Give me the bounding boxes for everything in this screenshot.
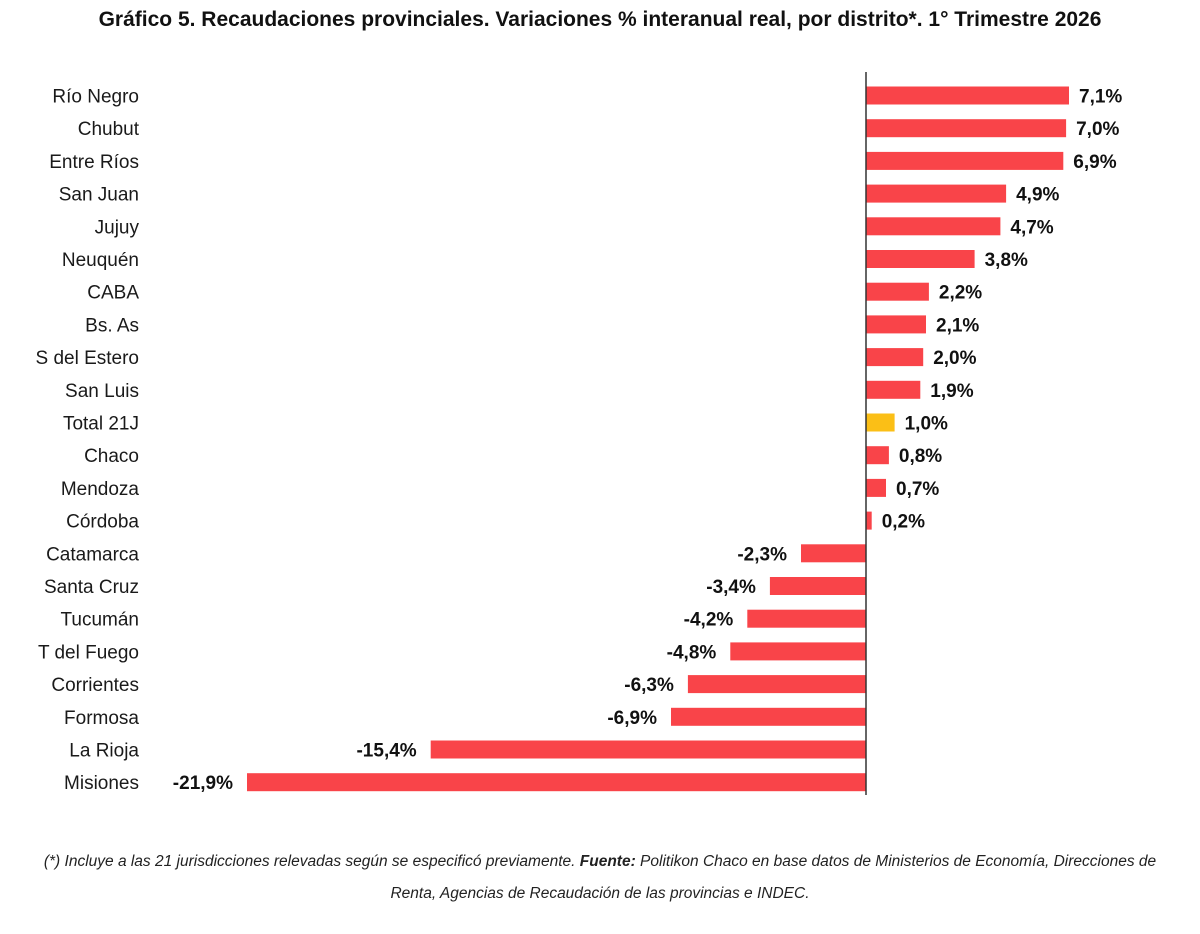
bar-formosa	[671, 707, 866, 726]
bar-catamarca	[801, 544, 866, 563]
value-label-s-del-estero: 2,0%	[933, 348, 976, 369]
category-label-caba: CABA	[87, 283, 139, 304]
chart-title: Gráfico 5. Recaudaciones provinciales. V…	[98, 8, 1102, 31]
bar-san-luis	[866, 380, 921, 399]
category-label-chubut: Chubut	[78, 119, 140, 140]
bar-caba	[866, 282, 929, 301]
category-label-misiones: Misiones	[64, 773, 139, 794]
value-label-mendoza: 0,7%	[896, 479, 939, 500]
footnote-source-text: Politikon Chaco en base datos de Ministe…	[390, 853, 1157, 902]
footnote: (*) Incluye a las 21 jurisdicciones rele…	[20, 846, 1180, 910]
value-label-cordoba: 0,2%	[882, 512, 925, 533]
bar-mendoza	[866, 478, 886, 497]
value-label-caba: 2,2%	[939, 283, 982, 304]
bar-chaco	[866, 446, 889, 465]
value-label-formosa: -6,9%	[607, 708, 657, 729]
bars-layer	[247, 86, 1069, 792]
value-label-chaco: 0,8%	[899, 446, 942, 467]
bar-misiones	[247, 773, 866, 792]
value-label-la-rioja: -15,4%	[356, 741, 416, 762]
bar-t-del-fuego	[730, 642, 866, 661]
value-label-neuquen: 3,8%	[985, 250, 1028, 271]
value-label-bs-as: 2,1%	[936, 315, 979, 336]
bar-rio-negro	[866, 86, 1069, 105]
category-label-catamarca: Catamarca	[46, 544, 139, 565]
category-label-chaco: Chaco	[84, 446, 139, 467]
value-label-chubut: 7,0%	[1076, 119, 1119, 140]
category-label-santa-cruz: Santa Cruz	[44, 577, 139, 598]
value-label-t-del-fuego: -4,8%	[667, 642, 717, 663]
value-label-santa-cruz: -3,4%	[706, 577, 756, 598]
value-label-rio-negro: 7,1%	[1079, 87, 1122, 108]
bar-san-juan	[866, 184, 1007, 203]
value-label-corrientes: -6,3%	[624, 675, 674, 696]
value-label-san-luis: 1,9%	[930, 381, 973, 402]
bar-neuquen	[866, 250, 975, 268]
bar-corrientes	[687, 675, 866, 694]
category-label-rio-negro: Río Negro	[52, 87, 139, 108]
bar-jujuy	[866, 217, 1001, 236]
category-label-mendoza: Mendoza	[61, 479, 140, 500]
footnote-note: (*) Incluye a las 21 jurisdicciones rele…	[43, 853, 576, 870]
bar-s-del-estero	[866, 348, 924, 367]
labels-layer: Río Negro 7,1% Chubut 7,0% Entre Ríos 6,9% San…	[36, 87, 1123, 795]
category-label-total-21j: Total 21J	[63, 414, 139, 435]
category-label-bs-as: Bs. As	[85, 315, 139, 336]
value-label-total-21j: 1,0%	[905, 414, 948, 435]
category-label-neuquen: Neuquén	[62, 250, 139, 271]
category-label-san-juan: San Juan	[59, 185, 139, 206]
bar-chubut	[866, 119, 1067, 138]
bar-tucuman	[747, 609, 866, 628]
category-label-entre-rios: Entre Ríos	[49, 152, 139, 173]
category-label-jujuy: Jujuy	[95, 217, 140, 238]
bar-santa-cruz	[769, 577, 866, 595]
value-label-san-juan: 4,9%	[1016, 185, 1059, 206]
category-label-tucuman: Tucumán	[61, 610, 140, 631]
bar-entre-rios	[866, 151, 1064, 170]
bar-total-21j	[866, 413, 895, 432]
category-label-t-del-fuego: T del Fuego	[38, 642, 139, 663]
bar-chart: Río Negro 7,1% Chubut 7,0% Entre Ríos 6,9% San…	[36, 72, 1123, 795]
category-label-corrientes: Corrientes	[51, 675, 139, 696]
category-label-formosa: Formosa	[64, 708, 139, 729]
value-label-entre-rios: 6,9%	[1073, 152, 1116, 173]
value-label-misiones: -21,9%	[173, 773, 233, 794]
value-label-catamarca: -2,3%	[737, 544, 787, 565]
bar-cordoba	[866, 511, 872, 530]
bar-la-rioja	[430, 740, 866, 759]
footnote-source-label: Fuente:	[579, 853, 636, 870]
category-label-la-rioja: La Rioja	[69, 741, 139, 762]
category-label-san-luis: San Luis	[65, 381, 139, 402]
category-label-cordoba: Córdoba	[66, 512, 139, 533]
value-label-jujuy: 4,7%	[1010, 217, 1053, 238]
value-label-tucuman: -4,2%	[684, 610, 734, 631]
category-label-s-del-estero: S del Estero	[36, 348, 140, 369]
bar-bs-as	[866, 315, 926, 334]
